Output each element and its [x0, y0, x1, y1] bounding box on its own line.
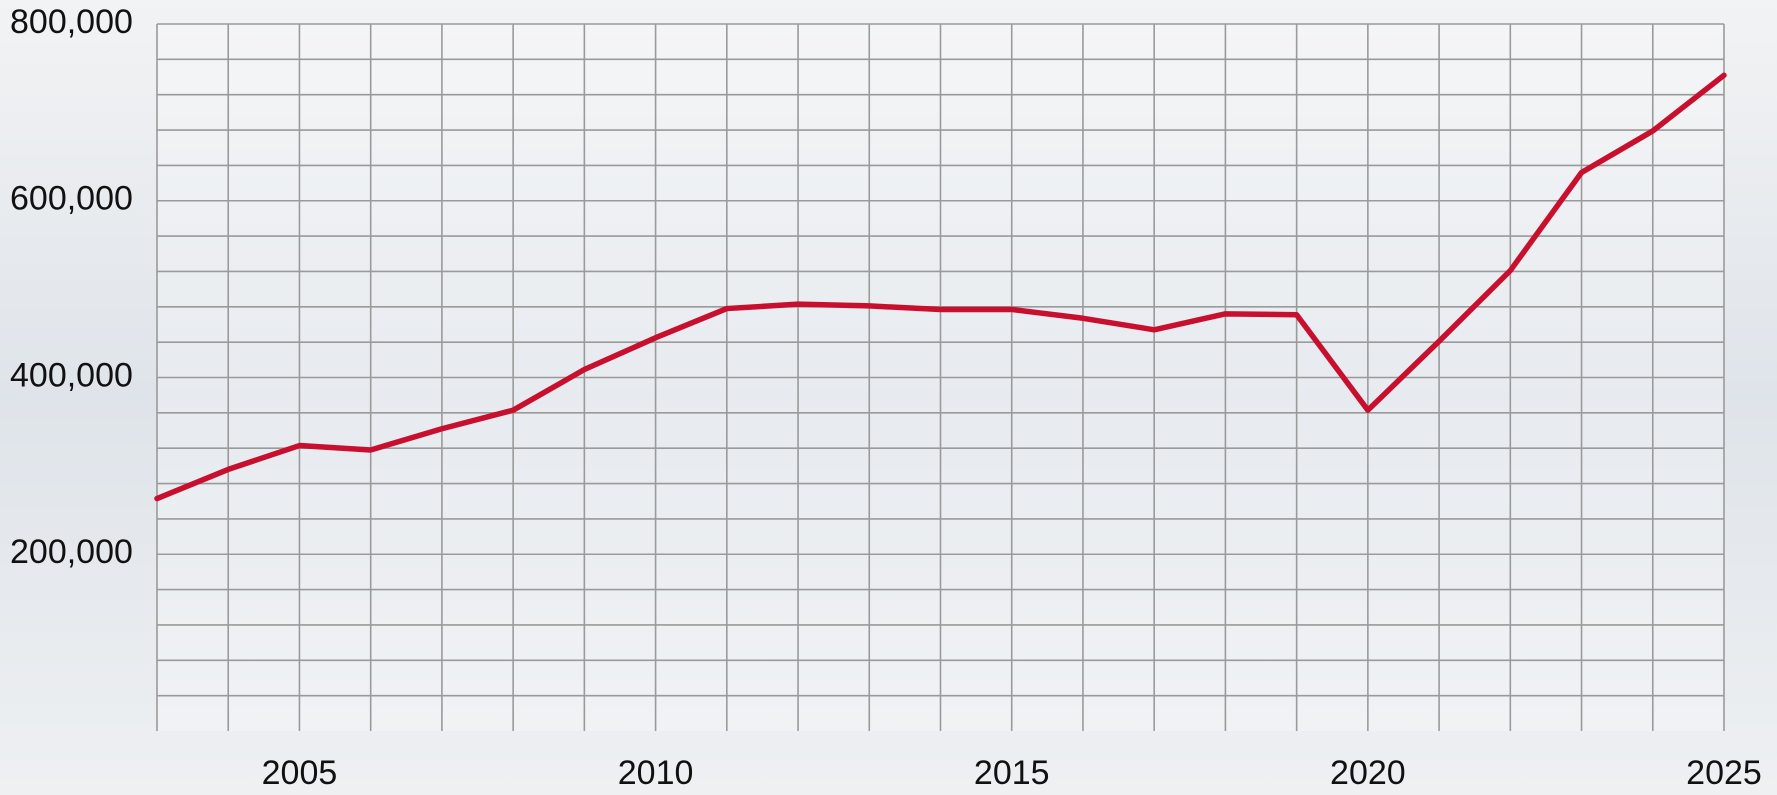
chart: 200,000 400,000 600,000 800,000 2005 2010 2015… [0, 0, 1777, 795]
page: 200,000 400,000 600,000 800,000 2005 2010 2015… [0, 0, 1777, 795]
x-tick-label: 2015 [974, 754, 1050, 792]
x-tick-label: 2010 [618, 754, 694, 792]
y-tick-label: 800,000 [10, 3, 133, 41]
x-tick-label: 2005 [262, 754, 338, 792]
y-tick-label: 200,000 [10, 533, 133, 571]
y-tick-label: 600,000 [10, 180, 133, 218]
x-tick-label: 2020 [1330, 754, 1406, 792]
x-tick-label: 2025 [1686, 754, 1762, 792]
y-tick-label: 400,000 [10, 356, 133, 394]
